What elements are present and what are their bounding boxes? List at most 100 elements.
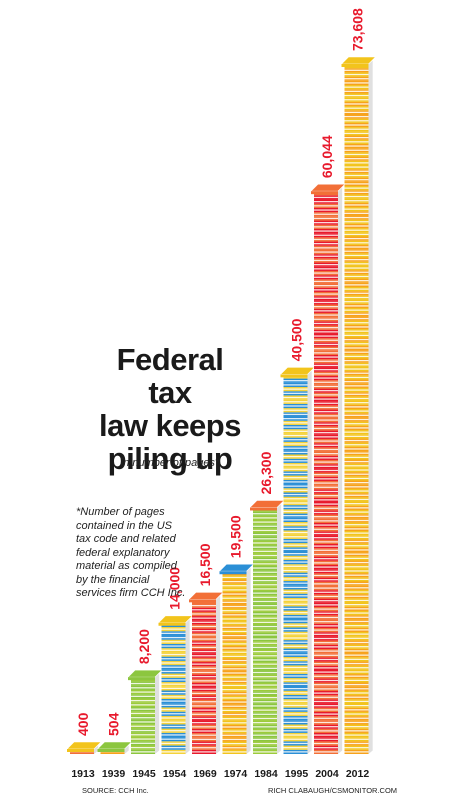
book-pages bbox=[344, 574, 369, 576]
book-pages bbox=[192, 738, 216, 740]
book-pages bbox=[314, 436, 338, 438]
book-pages bbox=[222, 605, 247, 608]
book-pages bbox=[253, 563, 277, 565]
book-pages bbox=[283, 738, 308, 740]
book-pages bbox=[253, 538, 277, 540]
book-pages bbox=[314, 549, 338, 551]
book-pages bbox=[283, 607, 308, 610]
book-pages bbox=[314, 343, 338, 346]
book-pages bbox=[344, 726, 369, 728]
value-labels: 400 504 8,200 14,000 16,500 19,500 26,300 40,50… bbox=[75, 8, 366, 736]
book-pages bbox=[222, 576, 247, 579]
book-pages bbox=[314, 717, 338, 719]
book-pages bbox=[283, 548, 308, 551]
book-pages bbox=[222, 626, 247, 628]
book-pages bbox=[283, 519, 308, 521]
book-stack-1969 bbox=[188, 592, 224, 754]
book-pages bbox=[283, 709, 308, 711]
book-pages bbox=[314, 726, 338, 728]
book-pages bbox=[344, 153, 369, 156]
book-pages bbox=[344, 498, 369, 501]
book-pages bbox=[131, 712, 155, 715]
book-pages bbox=[161, 747, 186, 749]
book-pages bbox=[344, 709, 369, 711]
book-pages bbox=[222, 730, 247, 732]
book-pages bbox=[253, 630, 277, 632]
book-pages bbox=[344, 700, 369, 703]
book-pages bbox=[314, 377, 338, 379]
book-pages bbox=[222, 622, 247, 624]
book-pages bbox=[283, 599, 308, 601]
x-tick-1974: 1974 bbox=[224, 768, 248, 780]
value-label-1974: 19,500 bbox=[228, 515, 244, 558]
book-pages bbox=[192, 617, 216, 619]
book-pages bbox=[222, 651, 247, 653]
book-pages bbox=[283, 687, 308, 690]
book-pages bbox=[314, 600, 338, 602]
book-pages bbox=[253, 696, 277, 699]
book-pages bbox=[192, 696, 216, 699]
book-pages bbox=[344, 136, 369, 139]
book-pages bbox=[344, 267, 369, 269]
book-pages bbox=[344, 191, 369, 193]
book-pages bbox=[344, 633, 369, 635]
book-pages bbox=[344, 582, 369, 585]
book-pages bbox=[192, 609, 216, 611]
book-pages bbox=[344, 237, 369, 240]
book-pages bbox=[344, 69, 369, 71]
book-stack-2004 bbox=[310, 183, 346, 754]
book-pages bbox=[283, 481, 308, 483]
book-pages bbox=[344, 566, 369, 568]
book-pages bbox=[344, 284, 369, 286]
book-pages bbox=[283, 455, 308, 458]
book-pages bbox=[314, 700, 338, 703]
book-pages bbox=[344, 650, 369, 652]
book-pages bbox=[314, 490, 338, 493]
book-pages bbox=[314, 369, 338, 371]
book-pages bbox=[344, 195, 369, 198]
book-pages bbox=[283, 603, 308, 605]
book-pages bbox=[253, 554, 277, 557]
book-pages bbox=[253, 567, 277, 569]
book-pages bbox=[344, 738, 369, 740]
book-pages bbox=[253, 646, 277, 649]
book-pages bbox=[314, 553, 338, 556]
book-pages bbox=[161, 628, 186, 630]
book-pages bbox=[344, 637, 369, 639]
book-pages bbox=[283, 645, 308, 648]
book-pages bbox=[344, 338, 369, 341]
book-pages bbox=[344, 149, 369, 151]
book-pages bbox=[131, 687, 155, 689]
book-pages bbox=[283, 405, 308, 407]
x-tick-1954: 1954 bbox=[163, 768, 187, 780]
book-pages bbox=[314, 390, 338, 392]
book-pages bbox=[161, 670, 186, 673]
stack-side bbox=[246, 567, 251, 754]
book-pages bbox=[253, 709, 277, 711]
book-pages bbox=[283, 650, 308, 652]
book-pages bbox=[192, 734, 216, 736]
book-pages bbox=[344, 503, 369, 505]
book-pages bbox=[222, 593, 247, 595]
book-pages bbox=[192, 646, 216, 649]
value-label-2012: 73,608 bbox=[350, 8, 366, 51]
book-pages bbox=[314, 604, 338, 606]
book-pages bbox=[314, 234, 338, 236]
book-pages bbox=[192, 604, 216, 607]
book-pages bbox=[344, 296, 369, 299]
book-pages bbox=[192, 751, 216, 753]
book-pages bbox=[314, 331, 338, 333]
book-pages bbox=[222, 705, 247, 707]
book-pages bbox=[344, 271, 369, 273]
book-pages bbox=[344, 608, 369, 610]
title-line-2: law keeps bbox=[99, 408, 241, 443]
book-pages bbox=[314, 247, 338, 249]
book-pages bbox=[131, 751, 155, 753]
book-pages bbox=[344, 288, 369, 290]
book-pages bbox=[222, 597, 247, 599]
book-pages bbox=[344, 662, 369, 665]
book-pages bbox=[314, 251, 338, 253]
book-pages bbox=[192, 621, 216, 623]
book-pages bbox=[344, 444, 369, 446]
book-pages bbox=[283, 557, 308, 559]
